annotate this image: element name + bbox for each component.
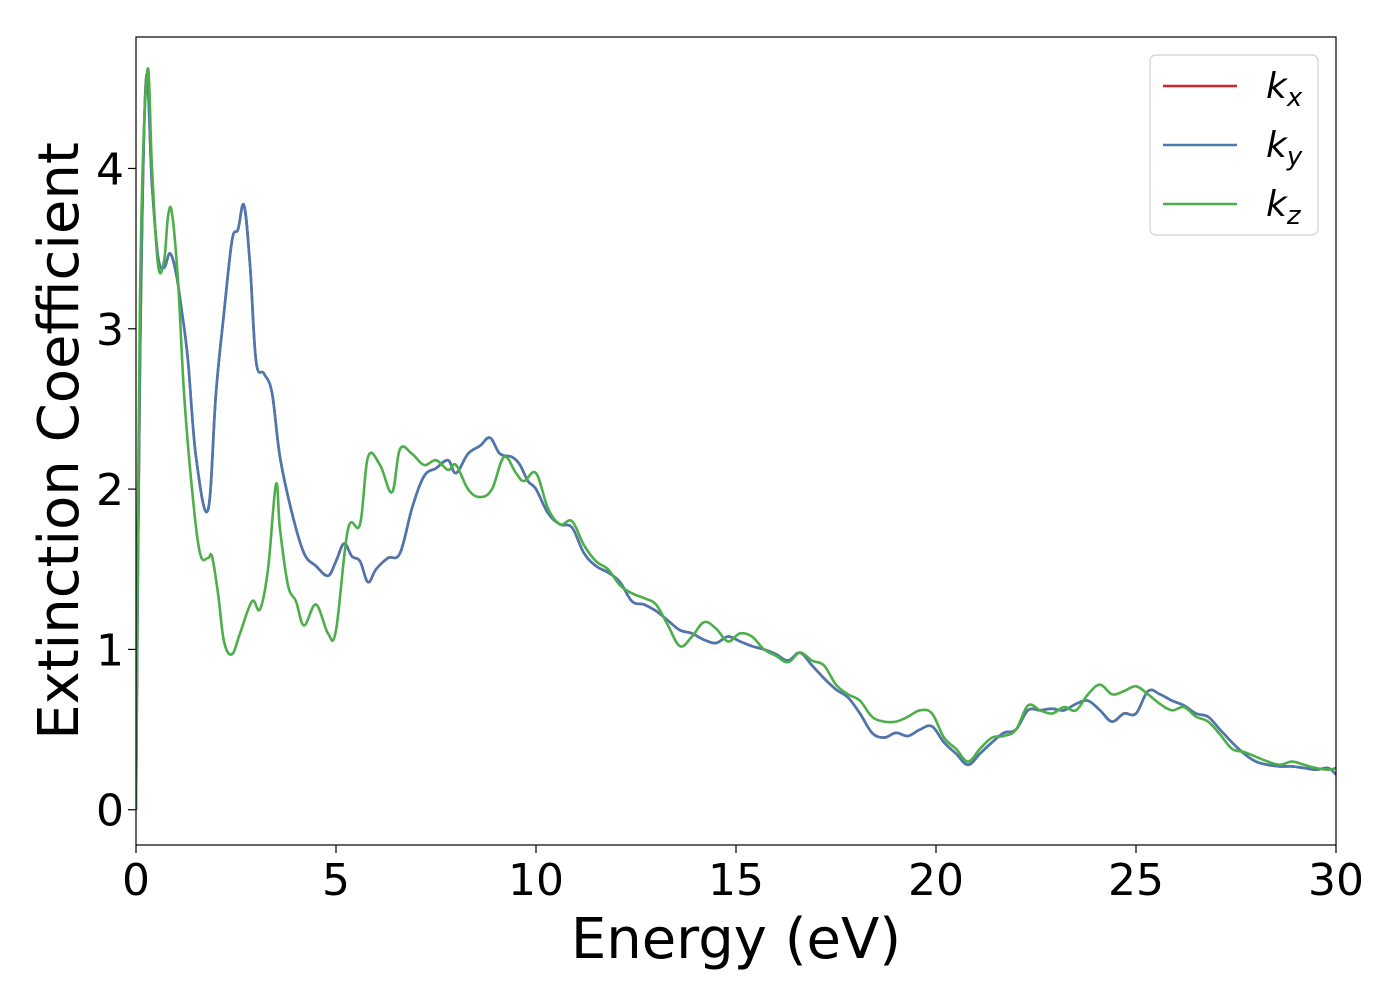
legend-label-kz: kz <box>1266 184 1302 231</box>
x-tick-label: 0 <box>122 855 150 906</box>
x-tick-label: 5 <box>322 855 350 906</box>
legend-label-kx: kx <box>1266 66 1303 113</box>
y-axis: 0 1 2 3 4 <box>96 144 136 837</box>
x-tick-label: 15 <box>708 855 764 906</box>
series-line-kz <box>136 67 1336 810</box>
x-tick-label: 10 <box>508 855 564 906</box>
legend-label-ky: ky <box>1266 125 1303 172</box>
y-tick-label: 3 <box>96 305 124 356</box>
x-tick-label: 30 <box>1308 855 1364 906</box>
x-axis: 0 5 10 15 20 25 30 <box>122 845 1364 906</box>
x-tick-label: 25 <box>1108 855 1164 906</box>
y-tick-label: 0 <box>96 786 124 837</box>
series-line-ky <box>136 73 1336 810</box>
y-tick-label: 1 <box>96 625 124 676</box>
legend: kx ky kz <box>1149 54 1319 236</box>
y-axis-title: Extinction Coefficient <box>27 142 92 740</box>
x-tick-label: 20 <box>908 855 964 906</box>
y-tick-label: 2 <box>96 465 124 516</box>
x-axis-title: Energy (eV) <box>571 907 901 972</box>
series-layer <box>136 67 1336 810</box>
y-tick-label: 4 <box>96 144 124 195</box>
